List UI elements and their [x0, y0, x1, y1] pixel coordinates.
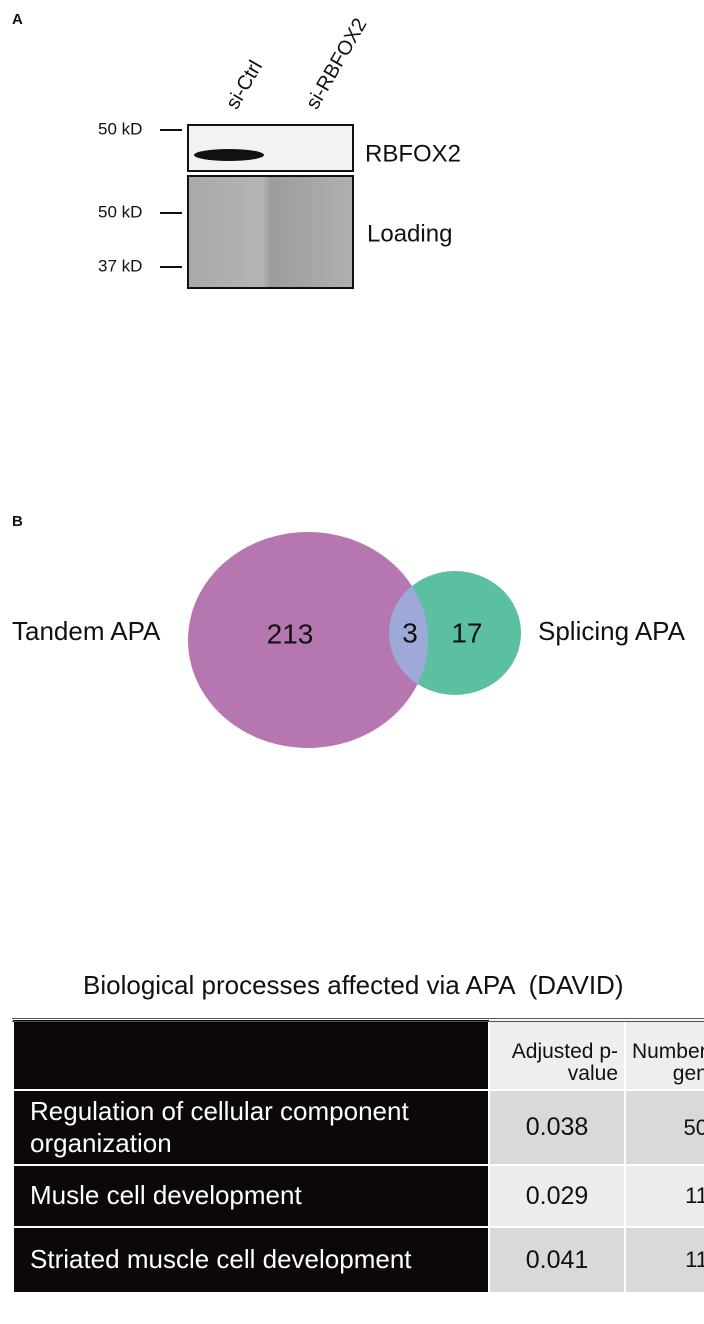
panel-label: B — [12, 513, 23, 530]
header-cell: Adjusted p-value — [489, 1020, 625, 1090]
header-row: Adjusted p-value Number of genes — [13, 1020, 704, 1090]
table-cell: 0.041 — [489, 1227, 625, 1293]
lane-label: si-Ctrl — [222, 57, 267, 113]
results-table: Adjusted p-value Number of genes Regulat… — [12, 1018, 704, 1294]
table-title: Biological processes affected via APA (D… — [83, 970, 623, 1001]
band — [194, 149, 264, 161]
table-cell: Striated muscle cell development — [13, 1227, 489, 1293]
venn-count: 3 — [402, 617, 418, 648]
table-cell: 11 — [625, 1165, 704, 1227]
blot-label: RBFOX2 — [365, 140, 461, 167]
figure: A si-Ctrl si-RBFOX2 50 kD 50 kD 37 kD RB… — [0, 0, 704, 1324]
marker-label: 37 kD — [98, 256, 142, 275]
panels-ab: A si-Ctrl si-RBFOX2 50 kD 50 kD 37 kD RB… — [0, 0, 704, 960]
table-cell: Musle cell development — [13, 1165, 489, 1227]
table-row: Regulation of cellular component organiz… — [13, 1090, 704, 1165]
header-cell: Number of genes — [625, 1020, 704, 1090]
marker-label: 50 kD — [98, 202, 142, 221]
marker-label: 50 kD — [98, 119, 142, 138]
venn-count: 213 — [267, 618, 314, 649]
blot-loading — [188, 176, 353, 288]
blot-rbfox2 — [188, 125, 353, 171]
lane-label: si-RBFOX2 — [302, 15, 372, 114]
set-label: Splicing APA — [538, 616, 686, 646]
venn-count: 17 — [451, 617, 482, 648]
panel-label: A — [12, 11, 23, 28]
blot-label: Loading — [367, 220, 452, 247]
table-cell: 0.038 — [489, 1090, 625, 1165]
header-cell — [13, 1020, 489, 1090]
table-cell: 50 — [625, 1090, 704, 1165]
set-label: Tandem APA — [12, 616, 161, 646]
table-cell: Regulation of cellular component organiz… — [13, 1090, 489, 1165]
table-cell: 0.029 — [489, 1165, 625, 1227]
table-cell: 11 — [625, 1227, 704, 1293]
